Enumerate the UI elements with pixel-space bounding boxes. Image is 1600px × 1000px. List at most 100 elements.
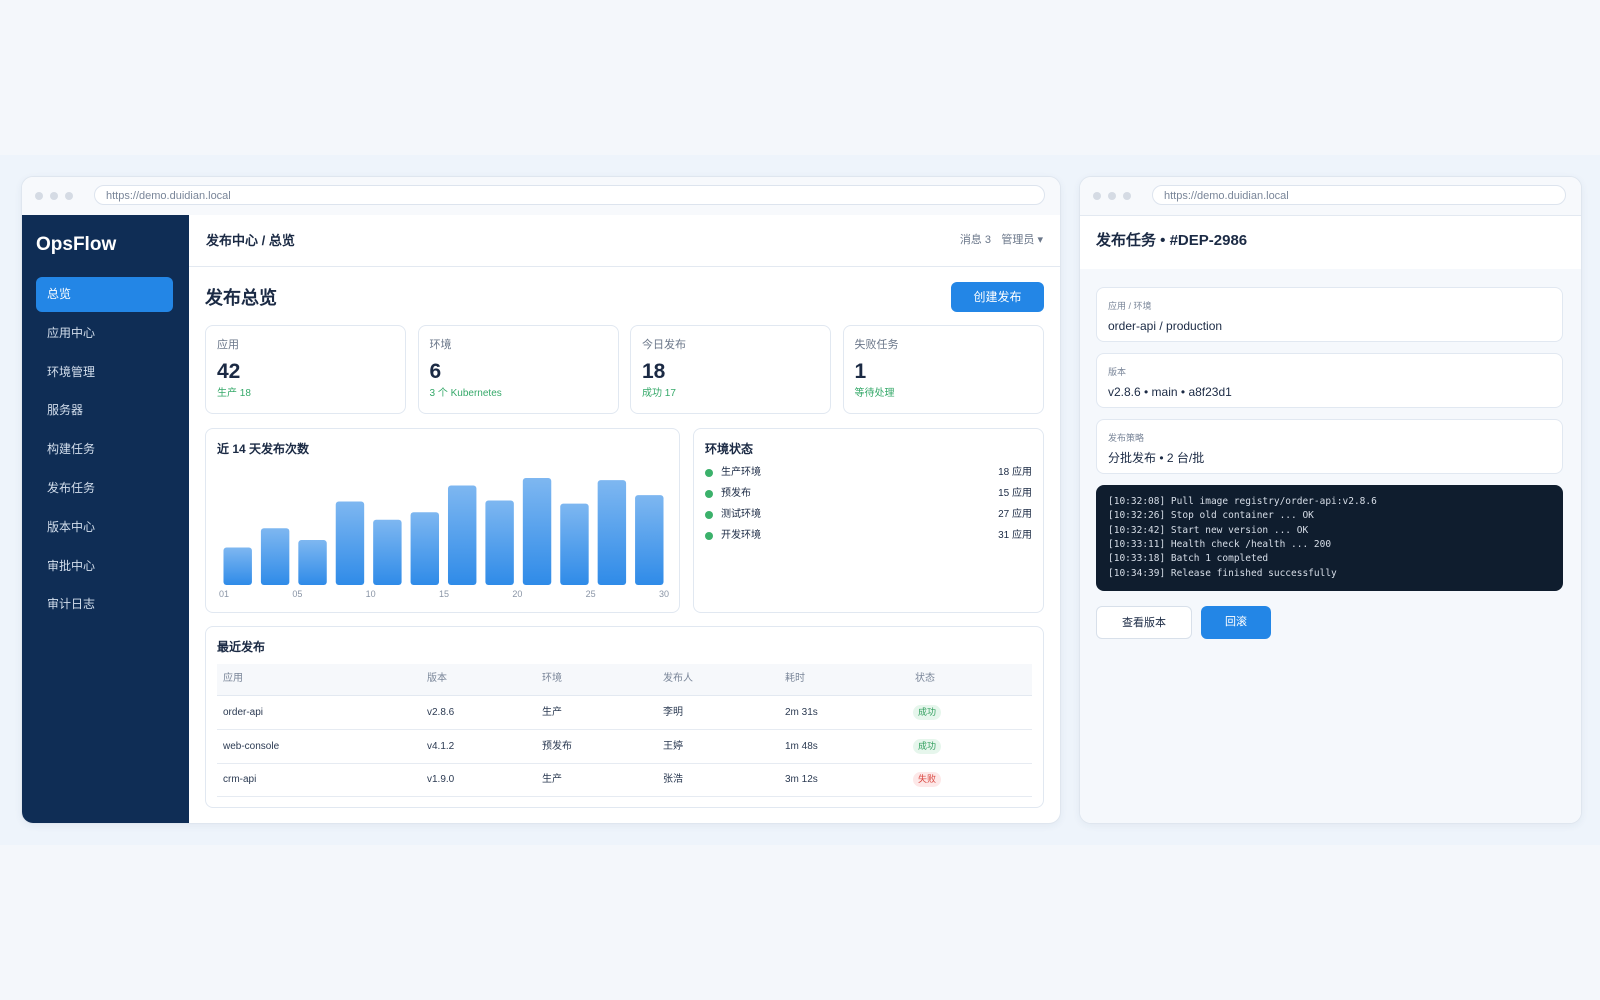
field-card: 发布策略分批发布 • 2 台/批 [1096,419,1563,474]
field-card: 应用 / 环境 order-api / production [1096,287,1563,342]
table-title: 最近发布 [217,640,266,654]
field-label: 应用 / 环境 [1108,301,1152,311]
nav-item[interactable]: 版本中心 [47,519,96,534]
page-title: 发布总览 [205,288,277,308]
field-value: v2.8.6 • main • a8f23d1 [1108,385,1232,399]
nav-item[interactable]: 服务器 [47,403,84,418]
field-label: 发布策略 [1108,433,1145,443]
table-cell: 生产 [542,774,562,785]
log-box: [10:32:08] Pull image registry/order-api… [1096,485,1563,591]
nav-item[interactable]: 发布任务 [47,481,96,495]
row-divider [217,796,1032,797]
status-badge: 成功 [913,738,942,754]
status-dot [705,490,713,498]
env-name: 开发环境 [721,530,761,541]
user-menu[interactable]: 管理员 ▾ [1001,234,1043,246]
stat-card: 应用 42 生产 18 [205,325,406,414]
table-cell: 1m 48s [785,740,818,752]
table-cell: v2.8.6 [427,707,455,718]
row-divider [217,762,1032,764]
log-line: [10:33:11] Health check /health ... 200 [1108,538,1332,550]
env-count: 18 应用 [998,467,1032,478]
x-tick-label: 05 [292,589,302,599]
stat-label: 今日发布 [642,339,686,351]
stat-note: 3 个 Kubernetes [429,388,502,399]
env-card: 环境状态生产环境 18 应用预发布 15 应用测试环境 27 应用开发环境 31 应用 [693,428,1044,613]
browser-bar: https://demo.duidian.local [22,177,1060,216]
status-badge: 成功 [913,705,942,720]
table-cell: crm-api [223,774,257,785]
env-name: 测试环境 [721,509,761,520]
bar [223,547,252,585]
brand: OpsFlow [36,234,117,255]
env-title: 环境状态 [705,442,754,456]
table-card: 最近发布 应用 版本 环境 发布人 耗时 状态 order-api v2.8.6 生产 李明 2m 3… [205,626,1044,808]
x-tick-label: 30 [659,589,669,599]
table-cell: v4.1.2 [427,740,455,752]
bar [485,500,514,585]
window-dot [1108,192,1116,200]
env-count: 27 应用 [998,509,1032,520]
bar [298,540,327,585]
messages[interactable]: 消息 3 [959,234,991,246]
stat-label: 应用 [217,339,239,351]
create-button[interactable]: 创建发布 [951,282,1044,312]
view-version-button[interactable]: 查看版本 [1096,606,1192,639]
bar [260,528,290,585]
address-bar[interactable]: https://demo.duidian.local [1152,185,1566,205]
stat-card: 环境 6 3 个 Kubernetes [417,325,619,414]
row-divider [217,729,1032,730]
env-count: 15 应用 [998,488,1032,499]
window-dot [50,192,58,200]
log-line: [10:32:42] Start new version ... OK [1108,524,1309,536]
log-line: [10:34:39] Release finished successfully [1108,567,1337,579]
stat-value: 42 [217,360,241,383]
browser-bar: https://demo.duidian.local [1080,177,1581,216]
rollback-button[interactable]: 回滚 [1201,606,1271,639]
nav-item[interactable]: 总览 [47,287,72,301]
stat-card: 失败任务 1 等待处理 [842,325,1044,414]
stat-note: 成功 17 [642,388,676,399]
bar [522,478,552,585]
table-cell: order-api [223,707,264,718]
status-dot [705,469,713,477]
chart-card: 近 14 天发布次数 01 05 10 15 20 25 30 [205,428,680,613]
field-card: 版本 v2.8.6 • main • a8f23d1 [1096,353,1563,408]
table-header-bg [217,664,1032,696]
x-tick-label: 01 [219,589,229,599]
stat-card: 今日发布 18 成功 17 [630,325,831,414]
stat-value: 1 [854,360,867,383]
bar [635,495,664,585]
log-line: [10:32:26] Stop old container ... OK [1108,510,1314,522]
window-dot [35,192,43,200]
field-value: 分批发布 • 2 台/批 [1108,451,1205,465]
x-tick-label: 20 [512,589,522,599]
sidebar: OpsFlow 总览应用中心环境管理服务器构建任务发布任务版本中心审批中心审计日… [22,215,189,823]
table-cell: 生产 [542,707,562,718]
nav-item[interactable]: 审计日志 [47,597,96,612]
column-header: 环境 [542,673,562,684]
column-header: 耗时 [785,673,805,684]
nav-item[interactable]: 审批中心 [47,558,96,573]
table-cell: 张浩 [663,774,683,785]
env-count: 31 应用 [998,530,1032,541]
chart: 01 05 10 15 20 25 30 [219,478,669,599]
bar [597,480,627,585]
browser-window: https://demo.duidian.local OpsFlow 总览应用中… [21,176,1061,824]
nav-item[interactable]: 构建任务 [47,442,96,457]
address-bar[interactable]: https://demo.duidian.local [94,185,1045,205]
env-name: 生产环境 [721,467,761,478]
table-cell: web-console [223,740,280,752]
stat-value: 18 [642,360,666,383]
detail-title: 发布任务 • #DEP-2986 [1096,232,1248,249]
table-cell: 3m 12s [785,774,818,785]
table-cell: v1.9.0 [427,774,455,785]
bar [410,512,440,585]
nav-item[interactable]: 环境管理 [47,364,96,379]
bar [335,501,365,585]
env-name: 预发布 [721,488,751,499]
column-header: 发布人 [663,673,693,684]
topbar: 发布中心 / 总览 消息 3 管理员 ▾ [189,215,1060,267]
nav-item[interactable]: 应用中心 [47,325,96,340]
